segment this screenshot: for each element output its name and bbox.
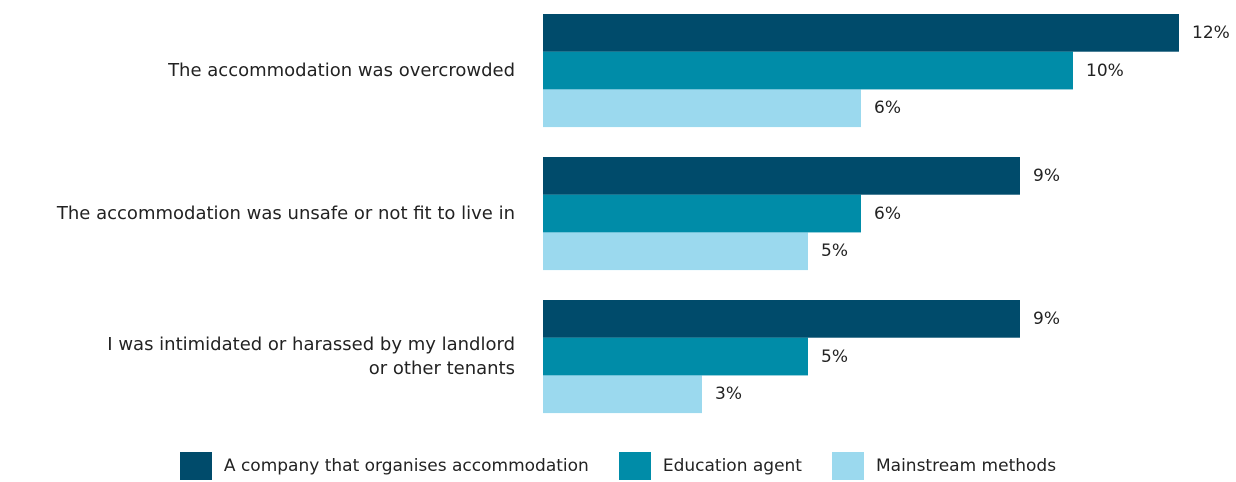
category-label: The accommodation was overcrowded [168, 59, 515, 81]
bar [543, 14, 1179, 52]
bar [543, 51, 1073, 90]
legend-item: Education agent [618, 452, 802, 480]
value-label: 9% [1033, 308, 1060, 329]
bar [543, 157, 1020, 195]
legend-swatch [179, 452, 212, 480]
value-label: 5% [821, 241, 848, 262]
bar [543, 375, 702, 414]
legend-item: Mainstream methods [831, 452, 1057, 480]
legend-label: Education agent [662, 456, 802, 476]
category-label: I was intimidated or harassed by my land… [107, 333, 515, 379]
legend: A company that organises accommodation Ed… [0, 452, 1236, 480]
bar [543, 337, 808, 376]
bar [543, 300, 1020, 338]
value-label: 3% [715, 384, 742, 405]
legend-swatch [618, 452, 651, 480]
value-label: 9% [1033, 165, 1060, 186]
legend-item: A company that organises accommodation [179, 452, 589, 480]
value-label: 12% [1192, 22, 1230, 43]
bar [543, 194, 861, 233]
value-label: 5% [821, 346, 848, 367]
category-label: The accommodation was unsafe or not fit … [56, 202, 515, 224]
bar [543, 232, 808, 271]
legend-label: A company that organises accommodation [223, 456, 589, 476]
legend-swatch [831, 452, 864, 480]
value-label: 6% [874, 203, 901, 224]
value-label: 10% [1086, 60, 1124, 81]
bar [543, 89, 861, 128]
value-label: 6% [874, 98, 901, 119]
chart [543, 14, 1179, 414]
legend-label: Mainstream methods [875, 456, 1057, 476]
